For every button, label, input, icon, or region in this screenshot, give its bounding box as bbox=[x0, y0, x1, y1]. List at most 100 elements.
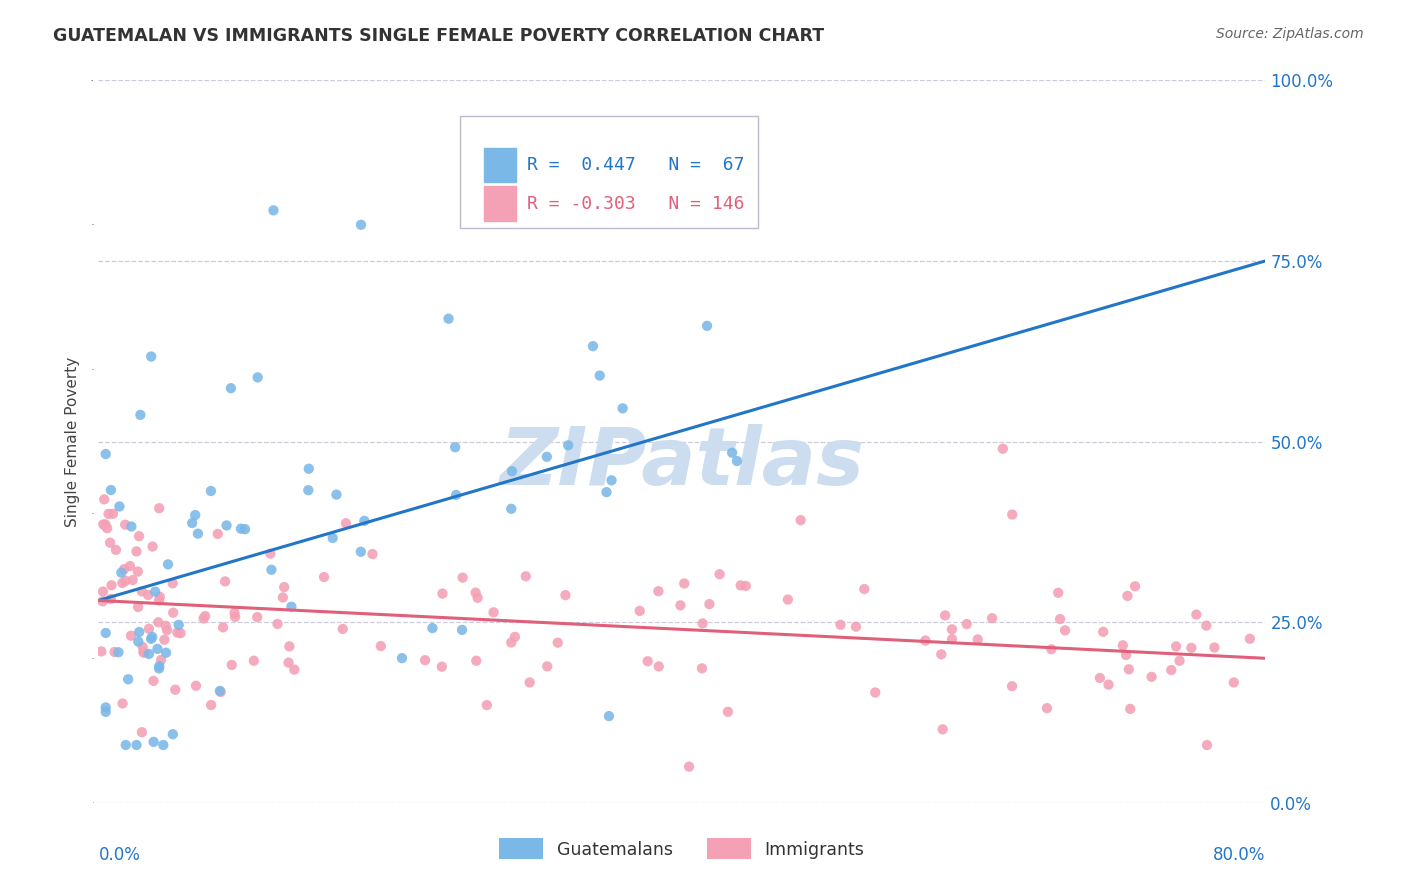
Point bbox=[1118, 662, 1140, 676]
Point bbox=[464, 585, 486, 599]
Point bbox=[361, 547, 384, 561]
Point bbox=[246, 370, 269, 384]
Point bbox=[94, 447, 117, 461]
Point bbox=[444, 488, 467, 502]
Point bbox=[1123, 579, 1146, 593]
Point bbox=[91, 517, 114, 532]
Point bbox=[595, 485, 617, 500]
Point bbox=[422, 621, 444, 635]
Point bbox=[647, 584, 669, 599]
Point bbox=[187, 526, 209, 541]
Point bbox=[1036, 701, 1059, 715]
Point bbox=[696, 318, 718, 333]
Point bbox=[100, 483, 122, 497]
Point bbox=[557, 438, 579, 452]
Text: R = -0.303   N = 146: R = -0.303 N = 146 bbox=[527, 194, 744, 213]
Point bbox=[155, 646, 177, 660]
Point bbox=[277, 656, 299, 670]
Point bbox=[283, 663, 305, 677]
Point bbox=[146, 641, 169, 656]
Point bbox=[350, 218, 373, 232]
Point bbox=[101, 507, 124, 521]
Point bbox=[100, 591, 122, 606]
Point bbox=[350, 545, 373, 559]
Point bbox=[152, 738, 174, 752]
Point bbox=[131, 725, 153, 739]
Point bbox=[167, 618, 190, 632]
Point bbox=[501, 501, 523, 516]
Point bbox=[1180, 640, 1202, 655]
Point bbox=[1168, 654, 1191, 668]
Bar bbox=[484, 148, 516, 182]
Point bbox=[582, 339, 605, 353]
Text: 0.0%: 0.0% bbox=[98, 847, 141, 864]
Point bbox=[100, 578, 122, 592]
Point bbox=[141, 350, 163, 364]
Point bbox=[208, 684, 231, 698]
Point bbox=[165, 682, 187, 697]
Point bbox=[108, 500, 131, 514]
Point bbox=[153, 632, 176, 647]
Point bbox=[117, 673, 139, 687]
Point bbox=[1097, 678, 1119, 692]
Point bbox=[845, 620, 868, 634]
Point bbox=[669, 599, 692, 613]
Point bbox=[1223, 675, 1246, 690]
Point bbox=[465, 654, 488, 668]
Point bbox=[730, 578, 752, 592]
Point bbox=[966, 632, 988, 647]
Text: R =  0.447   N =  67: R = 0.447 N = 67 bbox=[527, 156, 744, 174]
Point bbox=[482, 605, 505, 619]
Point bbox=[1049, 612, 1071, 626]
Point bbox=[155, 619, 177, 633]
Point bbox=[142, 673, 165, 688]
Point bbox=[325, 487, 347, 501]
Point bbox=[212, 620, 235, 634]
Point bbox=[1239, 632, 1261, 646]
Point bbox=[1047, 586, 1070, 600]
Point bbox=[114, 738, 136, 752]
Point bbox=[648, 659, 671, 673]
Point bbox=[914, 633, 936, 648]
Point bbox=[941, 632, 963, 647]
Point bbox=[103, 645, 125, 659]
Point bbox=[148, 659, 170, 673]
Point bbox=[98, 535, 121, 549]
Point bbox=[209, 685, 232, 699]
Point bbox=[91, 584, 114, 599]
Point bbox=[929, 648, 952, 662]
Point bbox=[125, 738, 148, 752]
Point bbox=[444, 440, 467, 454]
Point bbox=[136, 588, 159, 602]
Point bbox=[127, 634, 149, 648]
Point bbox=[536, 659, 558, 673]
Point bbox=[432, 586, 454, 600]
Text: Source: ZipAtlas.com: Source: ZipAtlas.com bbox=[1216, 27, 1364, 41]
Point bbox=[132, 645, 155, 659]
Point bbox=[391, 651, 413, 665]
Legend: Guatemalans, Immigrants: Guatemalans, Immigrants bbox=[492, 831, 872, 866]
Point bbox=[132, 646, 155, 660]
Point bbox=[1040, 642, 1063, 657]
Point bbox=[789, 513, 811, 527]
Point bbox=[628, 604, 651, 618]
Point bbox=[956, 617, 979, 632]
Point bbox=[1119, 702, 1142, 716]
Point bbox=[193, 611, 215, 625]
Point bbox=[94, 517, 117, 532]
Point bbox=[148, 593, 170, 607]
Point bbox=[430, 659, 453, 673]
FancyBboxPatch shape bbox=[460, 116, 758, 228]
Point bbox=[297, 483, 319, 498]
Point bbox=[97, 507, 120, 521]
Point bbox=[120, 629, 142, 643]
Point bbox=[298, 462, 321, 476]
Point bbox=[263, 203, 285, 218]
Point bbox=[273, 580, 295, 594]
Point bbox=[413, 653, 436, 667]
Point bbox=[589, 368, 612, 383]
Point bbox=[1185, 607, 1208, 622]
Point bbox=[1164, 640, 1187, 654]
Point bbox=[166, 625, 188, 640]
Point bbox=[112, 562, 135, 576]
